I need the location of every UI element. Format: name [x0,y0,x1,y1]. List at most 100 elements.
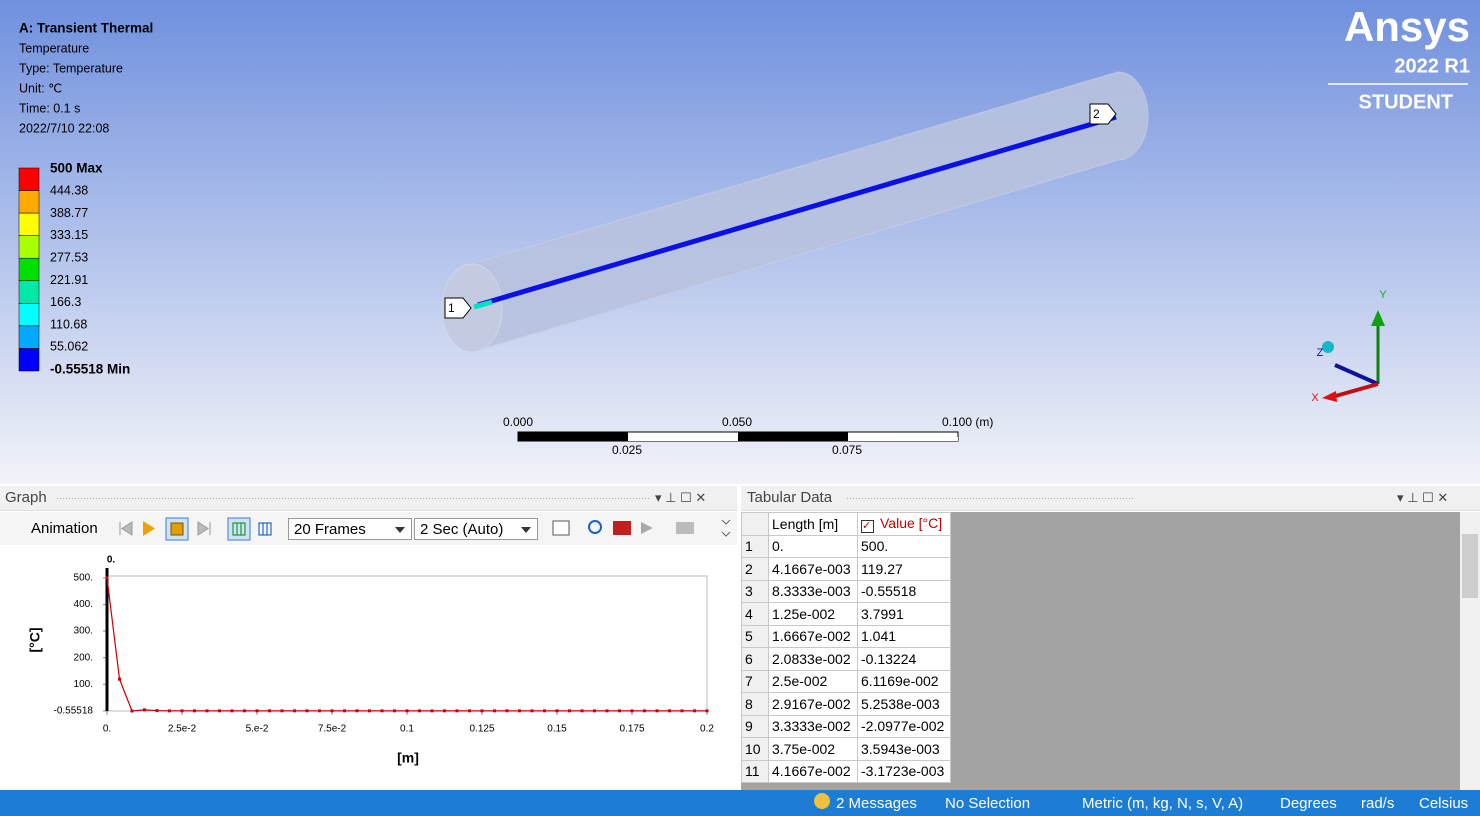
cell: 119.27 [857,557,951,581]
legend: 500 Max 444.38 388.77 333.15 277.53 221.91 166… [18,161,130,376]
btn-result-sets[interactable] [258,522,272,536]
row-number: 2 [741,557,769,581]
table-row: 7 2.5e-002 6.1169e-002 [741,669,951,693]
cell: -2.0977e-002 [857,714,951,738]
point [467,709,471,713]
cell: 3.75e-002 [768,737,858,761]
axis-x [1331,382,1379,399]
checkbox[interactable]: ✓ [861,519,874,533]
point [205,709,209,713]
table-row: 5 1.6667e-002 1.041 [741,624,951,648]
row-number: 1 [741,534,769,558]
x-axis-label: [m] [397,750,419,766]
probe-label: 2 [1093,107,1100,121]
triad: Y Z X [1311,289,1387,404]
graph-header: Graph ▾ ⊥ ☐ ✕ [0,486,737,511]
table-row: 6 2.0833e-002 -0.13224 [741,647,951,671]
graph-toolbar: Animation 20 Frames 2 Sec (Auto) [0,512,737,545]
panel-controls[interactable]: ▾ ⊥ ☐ ✕ [655,490,707,505]
btn-more[interactable] [721,519,731,537]
point [105,576,109,580]
legend-swatch [18,348,40,372]
point [542,709,546,713]
path-hot-end [473,299,493,310]
point [355,709,359,713]
table-row: 11 4.1667e-002 -3.1723e-003 [741,759,951,783]
x-tick-label: 0.2 [700,724,714,735]
point [392,709,396,713]
frames-select[interactable]: 20 Frames [288,518,412,540]
probe-label: 1 [448,301,455,315]
cell: 2.0833e-002 [768,647,858,671]
scale-label: 0.100 (m) [942,415,993,429]
cell: 5.2538e-003 [857,692,951,716]
arrow-x [1322,391,1337,402]
point [230,709,234,713]
point [155,709,159,713]
btn-first[interactable] [119,521,133,536]
cell: 2.5e-002 [768,669,858,693]
messages-icon [814,793,830,809]
cell: 1.041 [857,624,951,648]
row-number: 11 [741,759,769,783]
legend-label: 166.3 [50,295,81,309]
table-row: 3 8.3333e-003 -0.55518 [741,579,951,603]
row-number: 6 [741,647,769,671]
cell: 4.1667e-003 [768,557,858,581]
tabular-table: Length [m] ✓ Value [°C] 1 0. 500. 2 4.1667e-003… [741,512,951,783]
logo: Ansys 2022 R1 STUDENT [1328,3,1470,113]
legend-swatch [18,235,40,259]
point [280,709,284,713]
probe-flag [444,297,472,319]
y-tick-label: 400. [74,599,93,610]
scrollbar[interactable] [1460,512,1480,790]
info-line: Time: 0.1 s [19,101,80,115]
y-axis-label: [°C] [27,627,43,652]
duration-select[interactable]: 2 Sec (Auto) [414,518,538,540]
cell: 500. [857,534,951,558]
y-tick-label: 200. [74,652,93,663]
info-line: 2022/7/10 22:08 [19,121,109,135]
legend-label: 221.91 [50,273,88,287]
legend-label: 333.15 [50,228,88,242]
x-tick-label: 7.5e-2 [318,724,347,735]
viewport: A: Transient Thermal Temperature Type: Tem… [0,0,1480,484]
scale-label: 0.000 [503,415,533,429]
cell: 2.9167e-002 [768,692,858,716]
btn-stop[interactable] [170,522,184,536]
point [443,709,446,713]
info-line: Unit: ℃ [19,81,62,95]
graph-chart: 500. 400. 300. 200. 100. -0.55518 0. 2.5e-2 5.e-… [0,545,737,790]
scale-seg [628,437,738,441]
btn-colors[interactable] [613,521,631,535]
btn-play[interactable] [143,521,155,536]
btn-distributed[interactable] [227,517,251,541]
btn-last[interactable] [197,521,211,536]
point [455,709,459,713]
scale-bar: 0.000 0.050 0.100 (m) 0.025 0.075 [503,415,993,457]
row-number: 7 [741,669,769,693]
cylinder-end [441,263,503,353]
axis-label: X [1311,392,1319,404]
status-bar: 2 Messages No Selection Metric (m, kg, N, … [0,790,1480,816]
x-tick-label: 0. [103,724,111,735]
legend-swatch [18,303,40,327]
point [493,709,497,713]
btn-zoom[interactable] [588,520,602,534]
btn-export[interactable] [552,520,570,536]
scroll-thumb[interactable] [1462,534,1478,598]
logo-edition: STUDENT [1359,91,1453,113]
point [518,709,521,713]
scale-seg [848,437,958,441]
cell: 3.3333e-002 [768,714,858,738]
icon [232,522,246,536]
btn-table[interactable] [676,522,694,534]
x-tick-label: 0.175 [619,724,644,735]
point [668,709,671,713]
y-tick-label: 100. [74,679,93,690]
btn-mode[interactable] [641,522,653,534]
legend-label: 444.38 [50,184,88,198]
panel-controls[interactable]: ▾ ⊥ ☐ ✕ [1397,490,1449,505]
header-cell: ✓ Value [°C] [857,512,951,536]
